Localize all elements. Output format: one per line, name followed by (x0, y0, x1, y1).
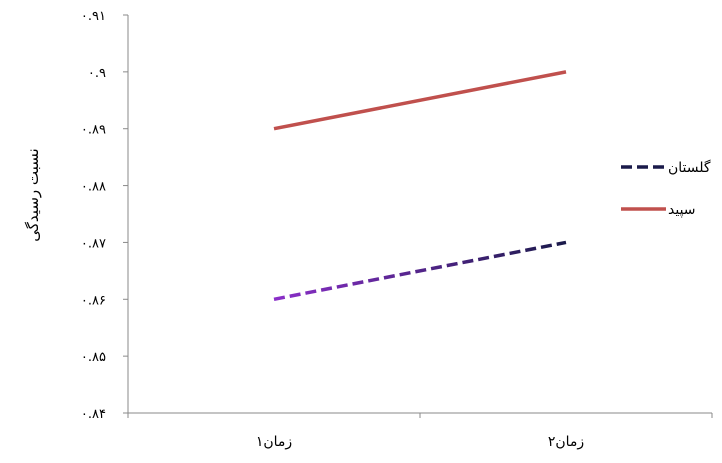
legend: گلستان سپید (621, 159, 711, 218)
y-tick-label: ۰.۸۹ (81, 123, 106, 138)
y-tick-label: ۰.۸۶ (81, 293, 106, 308)
x-axis-labels: زمان۱ زمان۲ (127, 413, 713, 450)
legend-label-2: سپید (668, 202, 696, 218)
series-lines (273, 70, 567, 302)
series-line-2 (273, 70, 567, 131)
y-axis-title: نسبت رسیدگی (24, 148, 42, 241)
y-tick-label: ۰.۸۴ (81, 407, 106, 422)
y-tick-label: ۰.۹۱ (81, 9, 106, 24)
legend-label-1: گلستان (668, 159, 711, 176)
x-tick-label: زمان۱ (256, 434, 292, 450)
y-tick-label: ۰.۸۷ (81, 236, 106, 251)
y-tick-label: ۰.۸۵ (81, 350, 106, 365)
y-axis-ticks: ۰.۸۴ ۰.۸۵ ۰.۸۶ ۰.۸۷ ۰.۸۸ ۰.۸۹ ۰.۹ ۰.۹۱ (81, 9, 128, 422)
y-tick-label: ۰.۸۸ (81, 180, 106, 195)
y-tick-label: ۰.۹ (88, 66, 106, 81)
series-line-1 (273, 240, 567, 302)
x-tick-label: زمان۲ (548, 434, 584, 450)
